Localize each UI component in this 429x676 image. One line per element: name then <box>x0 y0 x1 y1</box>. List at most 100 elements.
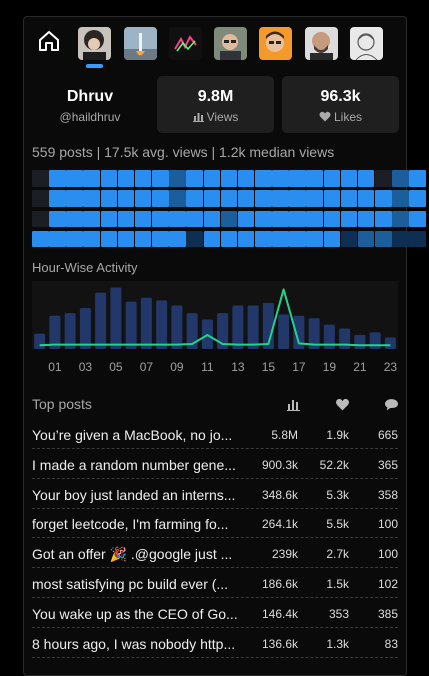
activity-cell[interactable] <box>254 170 272 187</box>
post-title[interactable]: Got an offer 🎉 .@google just ... <box>32 546 233 563</box>
activity-cell[interactable] <box>392 170 409 187</box>
activity-cell[interactable] <box>203 230 221 248</box>
activity-cell[interactable] <box>409 170 426 187</box>
activity-cell[interactable] <box>272 170 289 187</box>
activity-cell[interactable] <box>357 210 375 228</box>
activity-cell[interactable] <box>49 190 66 207</box>
activity-cell[interactable] <box>409 230 426 248</box>
activity-cell[interactable] <box>49 230 66 248</box>
table-row[interactable]: Got an offer 🎉 .@google just ... 239k 2.7k… <box>32 538 398 569</box>
activity-cell[interactable] <box>272 190 289 207</box>
avatar-bald-man[interactable] <box>305 27 338 60</box>
activity-cell[interactable] <box>169 210 186 228</box>
activity-cell[interactable] <box>32 210 49 228</box>
activity-cell[interactable] <box>117 230 135 248</box>
activity-cell[interactable] <box>66 170 83 187</box>
activity-cell[interactable] <box>357 170 375 187</box>
activity-cell[interactable] <box>306 230 323 248</box>
avatar-rocket[interactable] <box>124 27 157 60</box>
activity-cell[interactable] <box>83 170 101 187</box>
activity-cell[interactable] <box>49 210 66 228</box>
activity-cell[interactable] <box>375 190 392 207</box>
activity-cell[interactable] <box>186 190 203 207</box>
activity-cell[interactable] <box>392 190 409 207</box>
activity-cell[interactable] <box>340 170 358 187</box>
table-row[interactable]: You’re given a MacBook, no jo... 5.8M 1.9k… <box>32 419 398 449</box>
activity-cell[interactable] <box>375 210 392 228</box>
post-title[interactable]: You’re given a MacBook, no jo... <box>32 427 233 443</box>
activity-cell[interactable] <box>152 230 169 248</box>
activity-cell[interactable] <box>357 190 375 207</box>
activity-cell[interactable] <box>100 170 118 187</box>
table-row[interactable]: You wake up as the CEO of Go... 146.4k 353… <box>32 598 398 628</box>
activity-cell[interactable] <box>117 210 135 228</box>
activity-cell[interactable] <box>340 210 358 228</box>
home-icon[interactable] <box>37 29 61 53</box>
activity-cell[interactable] <box>306 190 323 207</box>
post-title[interactable]: forget leetcode, I'm farming fo... <box>32 516 229 533</box>
activity-cell[interactable] <box>32 190 49 207</box>
activity-cell[interactable] <box>254 230 272 248</box>
activity-cell[interactable] <box>203 210 221 228</box>
avatar-neon[interactable] <box>169 27 202 60</box>
activity-cell[interactable] <box>340 190 358 207</box>
avatar-sketch[interactable] <box>350 27 383 60</box>
activity-cell[interactable] <box>100 190 118 207</box>
activity-cell[interactable] <box>289 190 306 207</box>
post-title[interactable]: most satisfying pc build ever (... <box>32 576 229 592</box>
activity-cell[interactable] <box>323 190 341 207</box>
table-row[interactable]: most satisfying pc build ever (... 186.6k… <box>32 568 398 598</box>
activity-cell[interactable] <box>237 170 255 187</box>
post-title[interactable]: 8 hours ago, I was nobody http... <box>32 635 236 652</box>
activity-cell[interactable] <box>220 170 238 187</box>
activity-cell[interactable] <box>152 170 169 187</box>
activity-cell[interactable] <box>237 230 255 248</box>
table-row[interactable]: I made a random number gene... 900.3k 52.2… <box>32 449 398 479</box>
likes-column-icon[interactable] <box>335 398 350 411</box>
activity-cell[interactable] <box>134 190 152 207</box>
post-title[interactable]: Your boy just landed an interns... <box>32 486 236 503</box>
activity-cell[interactable] <box>117 190 135 207</box>
views-column-icon[interactable] <box>287 398 300 411</box>
activity-cell[interactable] <box>254 210 272 228</box>
activity-cell[interactable] <box>169 230 186 248</box>
activity-cell[interactable] <box>409 190 426 207</box>
activity-cell[interactable] <box>83 190 101 207</box>
activity-cell[interactable] <box>254 190 272 207</box>
activity-cell[interactable] <box>323 170 341 187</box>
activity-cell[interactable] <box>392 230 409 248</box>
post-title[interactable]: You wake up as the CEO of Go... <box>32 605 238 622</box>
activity-cell[interactable] <box>237 190 255 207</box>
activity-cell[interactable] <box>186 210 203 228</box>
activity-cell[interactable] <box>152 210 169 228</box>
activity-cell[interactable] <box>289 170 306 187</box>
activity-cell[interactable] <box>323 230 341 248</box>
activity-cell[interactable] <box>289 210 306 228</box>
activity-cell[interactable] <box>100 210 118 228</box>
activity-cell[interactable] <box>169 170 186 187</box>
activity-cell[interactable] <box>375 230 392 248</box>
activity-cell[interactable] <box>169 190 186 207</box>
activity-cell[interactable] <box>134 230 152 248</box>
table-row[interactable]: 8 hours ago, I was nobody http... 136.6k 1… <box>32 628 398 658</box>
activity-cell[interactable] <box>392 210 409 228</box>
avatar-man-glasses[interactable] <box>214 27 247 60</box>
activity-cell[interactable] <box>83 210 101 228</box>
activity-cell[interactable] <box>289 230 306 248</box>
activity-cell[interactable] <box>203 170 221 187</box>
activity-cell[interactable] <box>134 210 152 228</box>
activity-cell[interactable] <box>152 190 169 207</box>
table-row[interactable]: forget leetcode, I'm farming fo... 264.1k… <box>32 508 398 539</box>
activity-cell[interactable] <box>49 170 66 187</box>
activity-cell[interactable] <box>32 170 49 187</box>
activity-cell[interactable] <box>66 230 83 248</box>
activity-cell[interactable] <box>340 230 358 248</box>
activity-cell[interactable] <box>272 210 289 228</box>
activity-cell[interactable] <box>134 170 152 187</box>
activity-cell[interactable] <box>66 190 83 207</box>
activity-cell[interactable] <box>83 230 101 248</box>
activity-cell[interactable] <box>203 190 221 207</box>
activity-cell[interactable] <box>237 210 255 228</box>
activity-cell[interactable] <box>220 210 238 228</box>
activity-cell[interactable] <box>186 170 203 187</box>
